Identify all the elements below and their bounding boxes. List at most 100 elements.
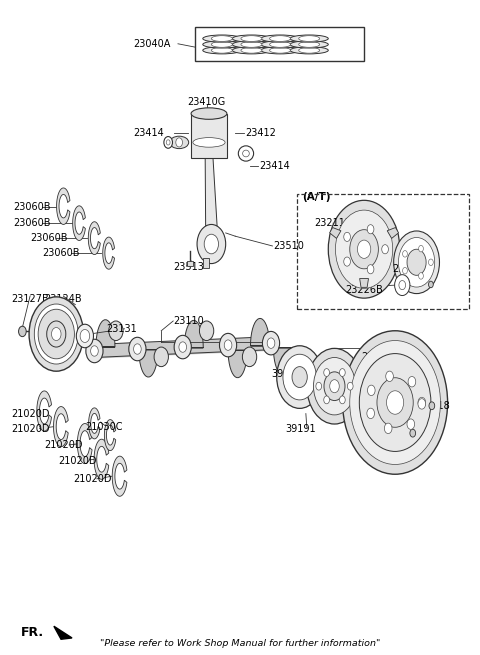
Ellipse shape — [199, 321, 214, 341]
Ellipse shape — [290, 47, 328, 54]
Ellipse shape — [47, 321, 66, 347]
Polygon shape — [330, 227, 341, 238]
Ellipse shape — [339, 396, 345, 403]
Bar — [203, 257, 208, 268]
Polygon shape — [205, 155, 217, 226]
Polygon shape — [112, 456, 127, 496]
Ellipse shape — [418, 399, 426, 409]
Text: 23226B: 23226B — [345, 285, 383, 295]
Polygon shape — [360, 278, 369, 288]
Polygon shape — [72, 206, 85, 240]
Ellipse shape — [232, 41, 271, 48]
Ellipse shape — [211, 47, 232, 53]
Text: 23410G: 23410G — [188, 98, 226, 107]
Ellipse shape — [429, 281, 433, 288]
Polygon shape — [139, 350, 158, 377]
Ellipse shape — [204, 234, 218, 253]
Polygon shape — [88, 222, 100, 255]
Ellipse shape — [386, 391, 404, 414]
Ellipse shape — [350, 230, 378, 269]
Text: 39190A: 39190A — [271, 369, 308, 379]
Ellipse shape — [324, 396, 329, 403]
Ellipse shape — [313, 358, 356, 415]
Text: 21020D: 21020D — [73, 474, 111, 484]
Text: 21020D: 21020D — [44, 440, 83, 450]
Text: 23311A: 23311A — [390, 437, 428, 447]
Text: 23211B: 23211B — [314, 218, 351, 228]
Text: (A/T): (A/T) — [302, 192, 331, 202]
Ellipse shape — [76, 324, 94, 348]
Ellipse shape — [241, 47, 262, 53]
Ellipse shape — [324, 369, 329, 377]
Ellipse shape — [277, 346, 323, 408]
Polygon shape — [274, 348, 292, 375]
Ellipse shape — [330, 380, 339, 393]
Ellipse shape — [348, 383, 353, 390]
Ellipse shape — [176, 138, 182, 147]
Polygon shape — [184, 320, 203, 348]
Polygon shape — [37, 391, 51, 431]
Ellipse shape — [377, 378, 413, 427]
Ellipse shape — [290, 35, 328, 42]
Ellipse shape — [299, 36, 320, 41]
Ellipse shape — [292, 367, 307, 388]
Ellipse shape — [219, 333, 237, 357]
Ellipse shape — [367, 225, 374, 234]
Ellipse shape — [403, 267, 408, 274]
Ellipse shape — [34, 304, 78, 364]
Ellipse shape — [350, 341, 441, 464]
Ellipse shape — [336, 210, 393, 288]
Ellipse shape — [343, 331, 447, 474]
Ellipse shape — [164, 136, 172, 148]
Ellipse shape — [203, 41, 241, 48]
Ellipse shape — [242, 347, 257, 367]
Polygon shape — [54, 626, 72, 639]
Bar — [191, 113, 227, 158]
Ellipse shape — [368, 385, 375, 396]
Text: 23110: 23110 — [173, 316, 204, 326]
Ellipse shape — [241, 36, 262, 41]
Text: "Please refer to Work Shop Manual for further information": "Please refer to Work Shop Manual for fu… — [100, 639, 380, 648]
Ellipse shape — [299, 41, 320, 47]
Ellipse shape — [241, 41, 262, 47]
Polygon shape — [54, 407, 68, 447]
Ellipse shape — [429, 259, 433, 265]
Ellipse shape — [328, 200, 400, 298]
Text: FR.: FR. — [21, 626, 44, 639]
Text: 23127B: 23127B — [11, 294, 48, 304]
Text: 23200B: 23200B — [362, 352, 399, 362]
Ellipse shape — [367, 408, 374, 419]
Text: 23060B: 23060B — [42, 248, 80, 258]
Ellipse shape — [86, 339, 103, 363]
Polygon shape — [77, 424, 92, 464]
Polygon shape — [94, 440, 109, 479]
Text: 23510: 23510 — [274, 241, 304, 251]
Text: 59418: 59418 — [419, 401, 450, 411]
Ellipse shape — [407, 250, 426, 275]
Ellipse shape — [399, 280, 406, 290]
Ellipse shape — [358, 240, 371, 258]
Text: 23414: 23414 — [259, 160, 290, 171]
Ellipse shape — [344, 233, 350, 242]
Text: 23513: 23513 — [173, 263, 204, 272]
Text: 23040A: 23040A — [133, 39, 171, 48]
Ellipse shape — [109, 321, 123, 341]
Ellipse shape — [193, 138, 225, 147]
Bar — [195, 28, 364, 62]
Ellipse shape — [283, 354, 316, 400]
Polygon shape — [89, 408, 100, 439]
Ellipse shape — [19, 326, 26, 337]
Polygon shape — [251, 318, 270, 346]
Text: 23060B: 23060B — [30, 233, 68, 243]
Text: 23212: 23212 — [314, 384, 345, 394]
Ellipse shape — [398, 238, 435, 287]
Ellipse shape — [270, 47, 290, 53]
Ellipse shape — [239, 146, 253, 161]
Ellipse shape — [261, 47, 299, 54]
Ellipse shape — [324, 372, 345, 401]
Ellipse shape — [29, 297, 84, 371]
Ellipse shape — [232, 35, 271, 42]
Text: 21020D: 21020D — [11, 424, 49, 434]
Text: 23060B: 23060B — [13, 218, 51, 228]
Ellipse shape — [232, 47, 271, 54]
